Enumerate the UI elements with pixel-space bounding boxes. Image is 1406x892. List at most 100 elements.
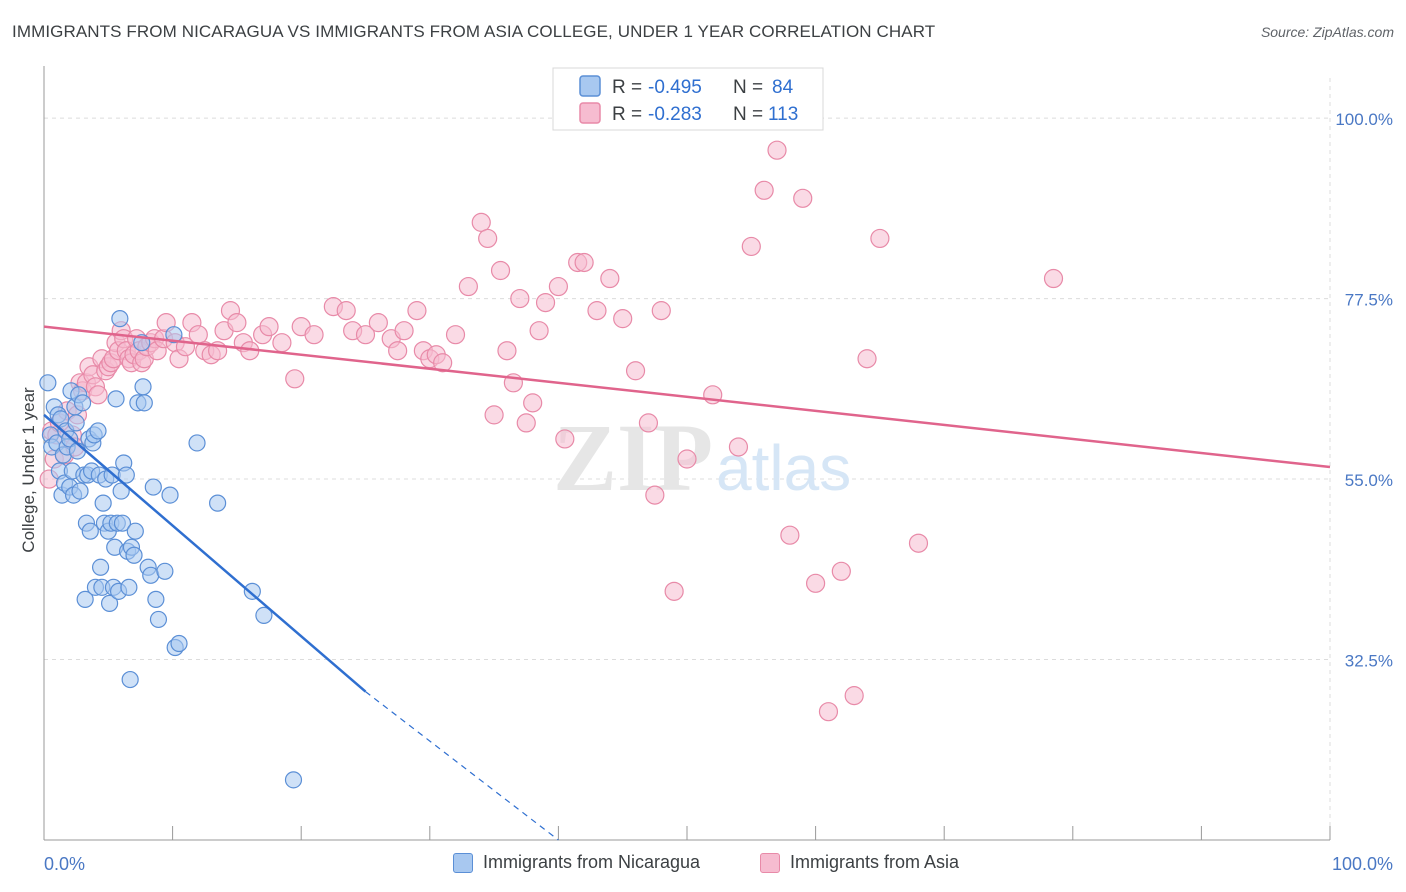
- legend-pink-swatch: [579, 102, 601, 124]
- data-point-nicaragua: [81, 522, 99, 540]
- data-point-nicaragua: [126, 522, 144, 540]
- trend-line-nicaragua-extension: [365, 691, 559, 841]
- data-point-asia: [484, 405, 504, 425]
- data-point-nicaragua: [100, 594, 119, 612]
- data-point-nicaragua: [89, 422, 107, 440]
- data-point-asia: [471, 212, 491, 232]
- y-tick-label: 77.5%: [1345, 291, 1393, 310]
- data-point-nicaragua: [144, 478, 162, 496]
- legend-pink-n-label: N =: [733, 104, 763, 125]
- data-point-nicaragua: [67, 414, 85, 432]
- data-point-asia: [227, 313, 247, 333]
- legend-blue-r-label: R =: [612, 77, 642, 98]
- data-point-asia: [767, 140, 787, 160]
- legend-nicaragua-label: Immigrants from Nicaragua: [483, 852, 701, 872]
- data-point-asia: [638, 413, 659, 433]
- data-point-nicaragua: [135, 394, 153, 412]
- data-point-nicaragua: [68, 442, 87, 460]
- data-point-asia: [188, 325, 208, 345]
- data-point-asia: [831, 561, 851, 581]
- legend-top: R = -0.495 N = 84 R = -0.283 N = 113: [552, 67, 824, 131]
- data-point-nicaragua: [76, 590, 94, 608]
- axes: [43, 66, 1331, 841]
- data-point-asia: [741, 236, 761, 257]
- data-point-asia: [355, 325, 376, 345]
- data-point-asia: [651, 301, 671, 321]
- trend-lines: [43, 325, 1331, 841]
- data-point-nicaragua: [284, 771, 303, 789]
- data-point-asia: [600, 268, 620, 289]
- y-tick-label: 100.0%: [1335, 110, 1393, 129]
- data-point-nicaragua: [161, 486, 179, 504]
- data-point-asia: [407, 301, 427, 321]
- y-tick-label: 55.0%: [1345, 471, 1393, 490]
- data-point-asia: [548, 276, 569, 297]
- trend-line-asia: [43, 325, 1331, 469]
- legend-blue-r-value: -0.495: [648, 77, 702, 98]
- data-point-asia: [870, 228, 890, 249]
- data-point-asia: [478, 228, 498, 249]
- chart-title: IMMIGRANTS FROM NICARAGUA VS IMMIGRANTS …: [12, 22, 936, 41]
- data-point-asia: [587, 301, 607, 321]
- data-point-nicaragua: [165, 326, 183, 344]
- data-point-asia: [510, 288, 530, 309]
- data-point-nicaragua: [91, 558, 110, 576]
- data-point-asia: [529, 321, 549, 341]
- legend-pink-r-label: R =: [612, 104, 642, 125]
- asia-points: [39, 140, 1064, 722]
- legend-bottom: Immigrants from Nicaragua Immigrants fro…: [0, 852, 1406, 878]
- tick-labels: 32.5% 55.0% 77.5% 100.0% 0.0% 100.0%: [44, 110, 1393, 874]
- legend-blue-n-label: N =: [733, 77, 763, 98]
- data-point-nicaragua: [188, 434, 206, 452]
- legend-blue-swatch: [579, 75, 601, 97]
- data-point-asia: [857, 349, 877, 369]
- data-point-nicaragua: [117, 466, 135, 484]
- data-point-asia: [272, 333, 292, 353]
- legend-asia-swatch: [760, 852, 780, 873]
- data-point-nicaragua: [39, 374, 57, 392]
- data-point-asia: [445, 325, 466, 345]
- data-point-asia: [88, 385, 108, 405]
- legend-asia-label: Immigrants from Asia: [790, 852, 960, 872]
- x-tick-label: 0.0%: [44, 854, 85, 874]
- data-point-asia: [818, 702, 839, 722]
- data-point-nicaragua: [111, 310, 129, 328]
- x-tick-label: 100.0%: [1332, 854, 1393, 874]
- nicaragua-points: [39, 310, 303, 789]
- data-point-asia: [523, 393, 543, 413]
- data-point-asia: [613, 309, 633, 329]
- source-label: Source: ZipAtlas.com: [1260, 24, 1394, 40]
- data-point-asia: [844, 686, 864, 706]
- data-point-asia: [535, 292, 556, 313]
- data-point-asia: [388, 341, 408, 361]
- data-point-asia: [555, 429, 575, 449]
- data-point-asia: [664, 581, 684, 601]
- legend-blue-n-value: 84: [772, 77, 794, 98]
- data-point-nicaragua: [94, 494, 112, 512]
- data-point-asia: [516, 413, 536, 433]
- data-point-asia: [645, 485, 665, 505]
- data-point-asia: [497, 341, 517, 361]
- data-point-asia: [1043, 268, 1064, 289]
- data-point-asia: [728, 437, 749, 457]
- legend-pink-n-value: 113: [768, 104, 798, 125]
- data-point-asia: [677, 449, 697, 469]
- data-point-nicaragua: [147, 590, 165, 608]
- data-point-asia: [793, 188, 813, 208]
- y-tick-label: 32.5%: [1345, 652, 1393, 671]
- data-point-asia: [336, 301, 356, 321]
- trend-line-nicaragua: [43, 413, 367, 693]
- data-point-asia: [805, 573, 826, 593]
- data-point-asia: [394, 321, 414, 341]
- data-point-nicaragua: [243, 582, 261, 600]
- data-point-nicaragua: [73, 394, 92, 412]
- data-point-asia: [490, 260, 511, 281]
- data-point-nicaragua: [125, 546, 143, 564]
- data-point-nicaragua: [107, 390, 125, 408]
- data-point-asia: [754, 180, 774, 200]
- legend-pink-r-value: -0.283: [648, 104, 702, 125]
- data-point-asia: [285, 369, 305, 389]
- data-point-nicaragua: [255, 606, 273, 625]
- data-point-nicaragua: [142, 566, 160, 584]
